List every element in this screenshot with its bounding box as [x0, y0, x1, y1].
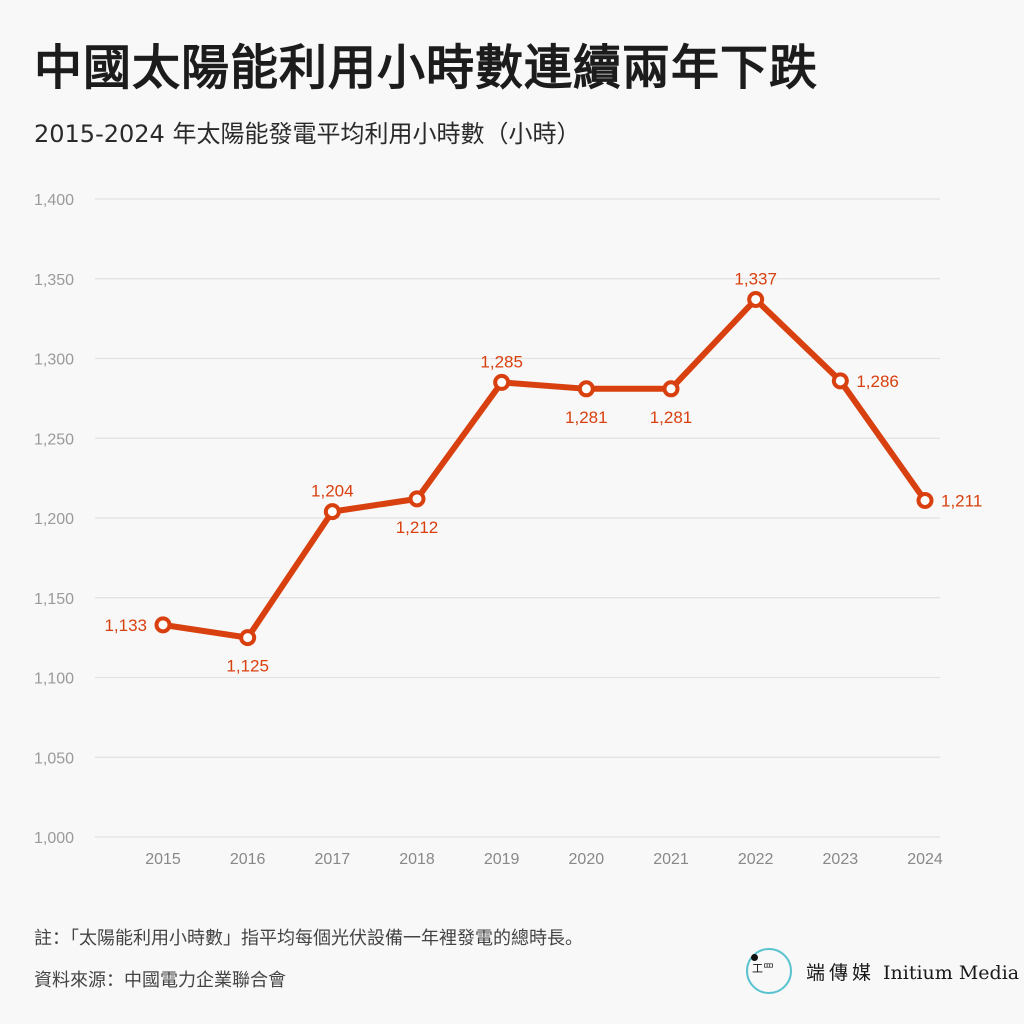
x-tick-label: 2017 — [315, 851, 351, 868]
data-label: 1,281 — [565, 408, 608, 427]
logo-circle-icon: 工罒 — [746, 948, 792, 994]
chart-subtitle: 2015-2024 年太陽能發電平均利用小時數（小時） — [34, 120, 581, 148]
x-tick-label: 2019 — [484, 851, 520, 868]
data-point — [154, 616, 172, 634]
data-label: 1,281 — [650, 408, 693, 427]
data-point — [916, 491, 934, 509]
data-point — [831, 372, 849, 390]
x-tick-label: 2022 — [738, 851, 774, 868]
data-label: 1,285 — [480, 352, 523, 371]
x-tick-label: 2015 — [145, 851, 181, 868]
data-label: 1,133 — [104, 616, 147, 635]
data-point — [323, 503, 341, 521]
data-label: 1,204 — [311, 482, 354, 501]
logo-english: Initium Media — [883, 961, 1020, 984]
data-point — [408, 490, 426, 508]
x-tick-label: 2021 — [653, 851, 689, 868]
data-label: 1,211 — [941, 491, 982, 510]
x-tick-label: 2023 — [823, 851, 859, 868]
data-label: 1,125 — [226, 657, 269, 676]
logo-chinese: 端傳媒 — [806, 961, 876, 984]
data-label: 1,286 — [856, 372, 899, 391]
footnote: 註：「太陽能利用小時數」指平均每個光伏設備一年裡發電的總時長。 — [34, 928, 583, 949]
x-tick-label: 2020 — [569, 851, 605, 868]
y-tick-label: 1,400 — [34, 192, 74, 209]
data-label: 1,212 — [396, 518, 439, 537]
y-tick-label: 1,200 — [34, 511, 74, 528]
data-point — [577, 380, 595, 398]
y-tick-label: 1,000 — [34, 830, 74, 847]
line-chart: 1,000 1,050 1,100 1,150 1,200 1,250 1,300 1,350… — [34, 192, 982, 868]
y-tick-label: 1,150 — [34, 591, 74, 608]
x-tick-label: 2016 — [230, 851, 266, 868]
x-tick-label: 2018 — [399, 851, 435, 868]
data-point — [239, 629, 257, 647]
y-tick-label: 1,300 — [34, 352, 74, 369]
source-note: 資料來源：中國電力企業聯合會 — [34, 970, 286, 991]
x-tick-label: 2024 — [907, 851, 943, 868]
y-tick-label: 1,350 — [34, 272, 74, 289]
series-line — [162, 296, 928, 641]
data-point — [662, 380, 680, 398]
y-tick-label: 1,050 — [34, 750, 74, 767]
data-point — [747, 290, 765, 308]
chart-title: 中國太陽能利用小時數連續兩年下跌 — [34, 40, 819, 96]
data-point — [493, 373, 511, 391]
y-tick-label: 1,100 — [34, 671, 74, 688]
data-label: 1,337 — [734, 269, 777, 288]
initium-media-logo: 工罒 端傳媒 Initium Media — [746, 948, 1019, 994]
y-tick-label: 1,250 — [34, 431, 74, 448]
